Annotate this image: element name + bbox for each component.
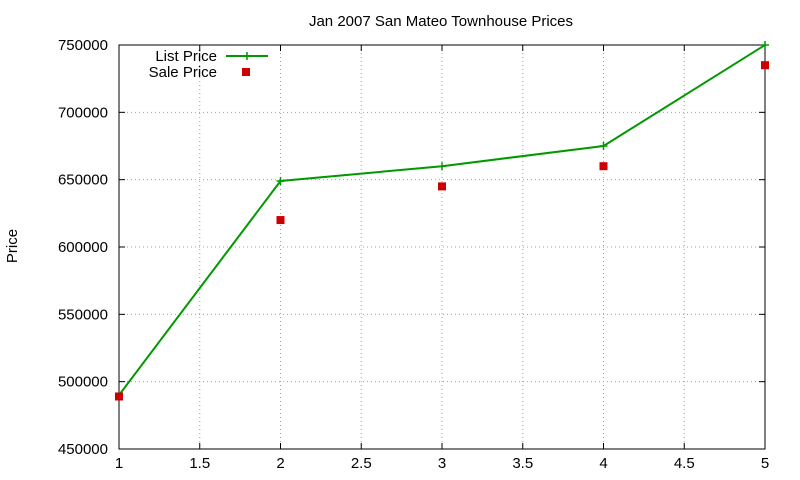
data-point — [115, 392, 123, 401]
y-axis: 450000 500000 550000 600000 650000 700000 7500… — [58, 37, 765, 458]
data-point — [438, 162, 446, 171]
x-tick-label: 3 — [438, 455, 446, 472]
x-tick-label: 2 — [276, 455, 284, 472]
series-2 — [115, 61, 769, 401]
y-axis-label: Price — [4, 229, 21, 263]
x-tick-label: 1.5 — [189, 455, 210, 472]
data-point — [761, 61, 769, 70]
y-tick-label: 500000 — [58, 374, 108, 391]
data-point — [761, 41, 769, 49]
x-tick-label: 4 — [599, 455, 607, 472]
x-tick-label: 3.5 — [512, 455, 533, 472]
legend-marker — [243, 52, 251, 60]
x-tick-label: 4.5 — [674, 455, 695, 472]
grid — [119, 45, 765, 449]
x-axis: 1 1.5 2 2.5 3 3.5 4 4.5 5 — [115, 45, 769, 472]
y-tick-label: 750000 — [58, 37, 108, 54]
series-1 — [115, 41, 769, 400]
data-point — [599, 142, 608, 150]
data-point — [276, 177, 285, 186]
data-point — [276, 216, 285, 225]
y-tick-label: 650000 — [58, 172, 108, 189]
y-tick-label: 600000 — [58, 239, 108, 256]
y-tick-label: 550000 — [58, 306, 108, 323]
y-tick-label: 450000 — [58, 441, 108, 458]
y-tick-label: 700000 — [58, 104, 108, 121]
x-tick-label: 1 — [115, 455, 123, 472]
data-point — [438, 182, 446, 191]
legend-marker — [242, 68, 250, 76]
x-tick-label: 5 — [761, 455, 769, 472]
chart-title: Jan 2007 San Mateo Townhouse Prices — [309, 13, 573, 30]
data-point — [599, 162, 608, 171]
plot-area — [115, 41, 769, 401]
x-tick-label: 2.5 — [351, 455, 372, 472]
legend-label: Sale Price — [149, 64, 217, 81]
legend-label: List Price — [155, 48, 217, 65]
